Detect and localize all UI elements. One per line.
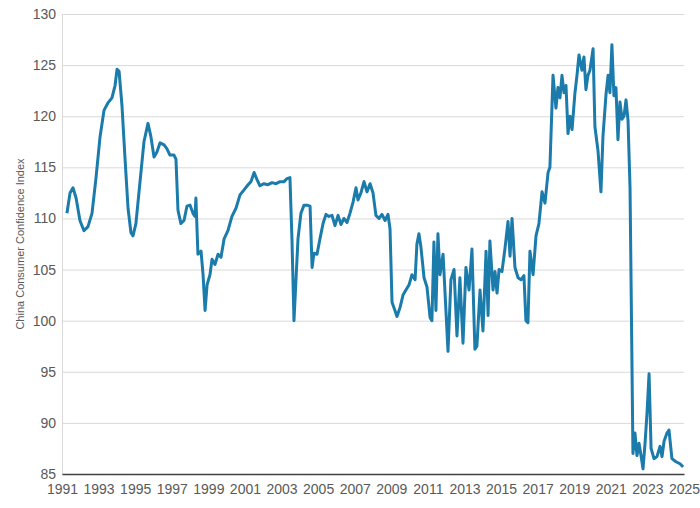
grid-line: [62, 116, 684, 117]
x-tick-label: 2025: [669, 481, 700, 497]
grid-line: [62, 14, 684, 15]
x-tick-label: 2023: [632, 481, 663, 497]
y-tick-label: 130: [33, 6, 57, 22]
x-tick: 2013: [449, 474, 480, 497]
x-tick: 2007: [340, 474, 371, 497]
plot-area: [67, 45, 683, 469]
y-tick: 120: [33, 108, 684, 124]
y-tick: 90: [40, 415, 684, 431]
x-tick-label: 1997: [157, 481, 188, 497]
y-tick: 85: [40, 466, 684, 482]
grid-line: [62, 218, 684, 219]
x-tick: 1995: [120, 474, 151, 497]
grid-line: [62, 372, 684, 373]
y-tick: 105: [33, 262, 684, 278]
x-tick-label: 2019: [559, 481, 590, 497]
x-tick-label: 2003: [266, 481, 297, 497]
y-tick: 130: [33, 6, 684, 22]
x-axis-line: [63, 474, 685, 476]
x-tick: 2019: [559, 474, 590, 497]
x-tick-label: 2013: [449, 481, 480, 497]
grid-line: [62, 474, 684, 475]
y-tick-label: 100: [33, 313, 57, 329]
x-tick: 1999: [193, 474, 224, 497]
x-tick-label: 2001: [230, 481, 261, 497]
x-tick: 2001: [230, 474, 261, 497]
x-tick: 1997: [157, 474, 188, 497]
grid-line: [62, 321, 684, 322]
y-tick-label: 125: [33, 57, 57, 73]
x-tick: 1993: [84, 474, 115, 497]
y-tick-label: 95: [40, 364, 56, 380]
x-tick-label: 2011: [413, 481, 443, 497]
x-tick: 2015: [486, 474, 517, 497]
y-tick: 95: [40, 364, 684, 380]
grid-line: [62, 167, 684, 168]
x-tick-label: 1993: [84, 481, 115, 497]
y-tick: 125: [33, 57, 684, 73]
data-line: [67, 45, 683, 469]
x-tick-label: 2021: [596, 481, 627, 497]
x-tick: 2005: [303, 474, 334, 497]
y-tick: 115: [34, 159, 684, 175]
y-axis-line: [62, 15, 63, 475]
x-tick: 2025: [669, 474, 700, 497]
y-tick: 100: [33, 313, 684, 329]
x-tick: 1991: [47, 474, 78, 497]
x-tick-label: 2007: [340, 481, 371, 497]
y-tick-label: 85: [40, 466, 56, 482]
grid-line: [62, 423, 684, 424]
y-tick-label: 115: [34, 159, 57, 175]
x-tick-label: 1995: [120, 481, 151, 497]
chart: 8590951001051101151201251301991199319951…: [0, 0, 700, 508]
y-axis-title: China Consumer Confidence Index: [14, 158, 26, 330]
x-tick-label: 1999: [193, 481, 224, 497]
x-tick-label: 2009: [376, 481, 407, 497]
y-tick-label: 120: [33, 108, 57, 124]
x-tick: 2009: [376, 474, 407, 497]
x-tick: 2017: [523, 474, 554, 497]
x-tick-label: 2017: [523, 481, 554, 497]
x-tick: 2011: [413, 474, 443, 497]
x-axis: 1991 1993 1995 1997 1999 2001 2003 2005 2007 2009…: [47, 474, 700, 497]
x-tick: 2023: [632, 474, 663, 497]
y-tick-label: 105: [33, 262, 57, 278]
x-tick: 2021: [596, 474, 627, 497]
x-tick-label: 1991: [47, 481, 78, 497]
x-tick-label: 2005: [303, 481, 334, 497]
y-tick-label: 90: [40, 415, 56, 431]
x-tick: 2003: [266, 474, 297, 497]
y-tick-label: 110: [34, 210, 57, 226]
grid-line: [62, 270, 684, 271]
y-axis: 85 90 95 100 105 110 115 120 125 130: [33, 6, 684, 482]
x-tick-label: 2015: [486, 481, 517, 497]
